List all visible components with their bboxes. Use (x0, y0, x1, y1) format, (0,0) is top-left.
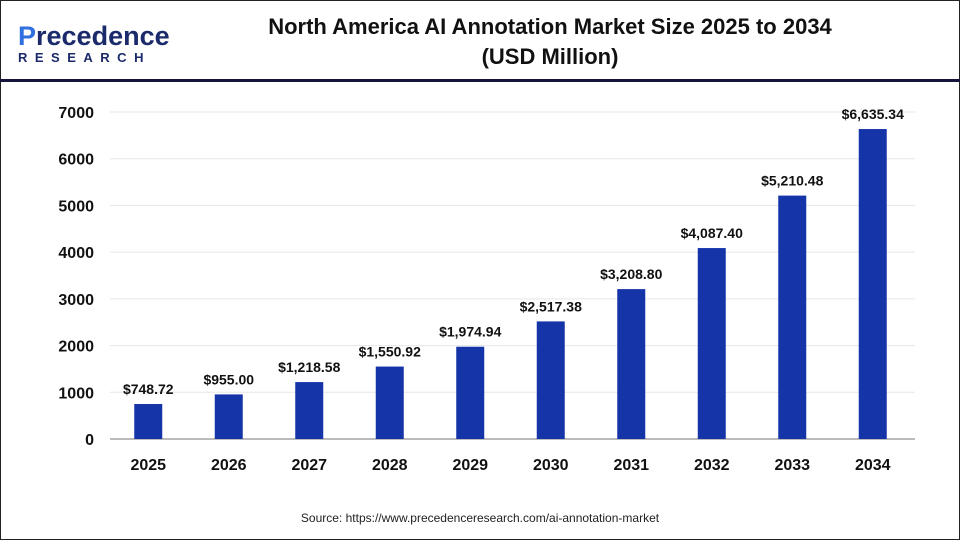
chart-title: North America AI Annotation Market Size … (190, 12, 910, 72)
data-label: $1,550.92 (359, 344, 421, 360)
x-tick-label: 2031 (613, 457, 649, 474)
source-note: Source: https://www.precedenceresearch.c… (300, 511, 660, 525)
y-tick-label: 1000 (58, 385, 94, 402)
y-tick-label: 2000 (58, 339, 94, 356)
y-tick-label: 0 (85, 432, 94, 449)
header-divider (0, 79, 960, 82)
bar (536, 321, 565, 439)
x-tick-label: 2029 (452, 457, 488, 474)
data-label: $1,218.58 (278, 359, 340, 375)
bar (778, 195, 807, 439)
y-tick-label: 3000 (58, 292, 94, 309)
x-tick-label: 2033 (774, 457, 810, 474)
bar (295, 382, 324, 439)
logo: Precedence RESEARCH (18, 22, 170, 65)
y-tick-label: 6000 (58, 152, 94, 169)
x-tick-label: 2025 (130, 457, 166, 474)
x-tick-label: 2032 (694, 457, 730, 474)
data-label: $1,974.94 (439, 324, 501, 340)
bar (617, 289, 646, 439)
y-tick-label: 7000 (58, 105, 94, 122)
bar (858, 129, 887, 439)
x-tick-label: 2027 (291, 457, 327, 474)
data-label: $955.00 (203, 371, 254, 387)
y-tick-label: 4000 (58, 245, 94, 262)
logo-sub: RESEARCH (18, 50, 151, 65)
bar (697, 248, 726, 439)
x-tick-label: 2028 (372, 457, 408, 474)
data-label: $2,517.38 (520, 298, 582, 314)
data-label: $3,208.80 (600, 266, 662, 282)
bar (456, 346, 485, 439)
x-tick-label: 2026 (211, 457, 247, 474)
bar (375, 366, 404, 439)
y-tick-label: 5000 (58, 198, 94, 215)
bar (134, 404, 163, 439)
title-line: North America AI Annotation Market Size … (268, 14, 832, 39)
data-label: $6,635.34 (842, 106, 904, 122)
data-label: $748.72 (123, 381, 174, 397)
bar (214, 394, 243, 439)
logo-main: Precedence (18, 21, 170, 51)
x-tick-label: 2034 (855, 457, 891, 474)
x-tick-label: 2030 (533, 457, 569, 474)
data-label: $4,087.40 (681, 225, 743, 241)
subtitle-line: (USD Million) (481, 44, 619, 69)
data-label: $5,210.48 (761, 173, 823, 189)
